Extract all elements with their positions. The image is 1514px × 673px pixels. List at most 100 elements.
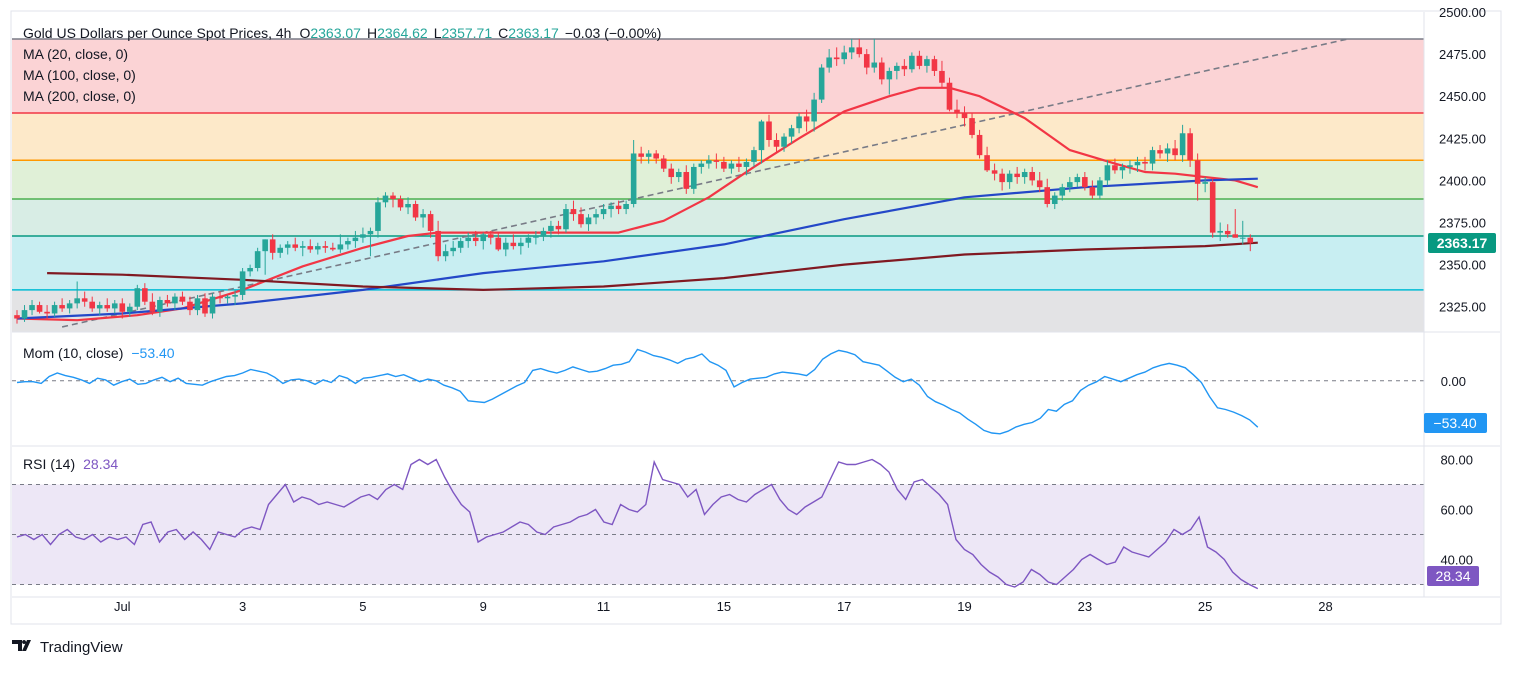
time-axis-tick: 23 [1078, 599, 1092, 614]
candle-body [728, 163, 735, 169]
candle-body [856, 47, 863, 55]
candle-body [307, 246, 314, 250]
fib-zone [12, 113, 1424, 161]
candle-body [1029, 172, 1035, 181]
candle-body [224, 296, 231, 299]
candle-body [879, 62, 885, 80]
candle-body [322, 246, 329, 248]
rsi-badge-label: 28.34 [1435, 568, 1470, 584]
candle-body [803, 116, 810, 122]
candle-body [217, 296, 223, 299]
candle-body [1224, 230, 1231, 235]
candle-body [788, 128, 795, 137]
candle-body [668, 168, 675, 178]
symbol-title: Gold US Dollars per Ounce Spot Prices, 4… [23, 25, 661, 41]
candle-body [675, 172, 682, 178]
candle-body [427, 214, 434, 231]
candle-body [766, 121, 772, 140]
candle-body [939, 70, 945, 83]
candle-body [570, 209, 577, 215]
candle-body [773, 140, 780, 147]
time-axis-tick: 9 [480, 599, 487, 614]
candle-body [202, 298, 208, 314]
candle-body [600, 209, 607, 215]
candle-body [1089, 187, 1096, 196]
candle-body [247, 268, 253, 272]
candle-body [269, 239, 276, 253]
candle-body [382, 195, 389, 203]
candle-body [645, 153, 652, 157]
candle-body [969, 118, 975, 135]
price-axis-tick: 2500.00 [1439, 5, 1486, 20]
candle-body [480, 234, 487, 242]
mom-badge [1424, 413, 1487, 433]
candle-body [450, 247, 456, 252]
time-axis-tick: 17 [837, 599, 851, 614]
tradingview-logo[interactable]: TradingView [12, 639, 123, 656]
candle-body [863, 54, 870, 68]
candle-body [954, 109, 960, 114]
candle-body [781, 136, 787, 147]
candle-body [578, 214, 584, 225]
candle-body [984, 155, 990, 171]
candle-body [660, 158, 667, 169]
candle-body [1074, 177, 1081, 183]
ohlc-label: C [498, 25, 508, 41]
candle-body [1239, 237, 1246, 239]
candle-body [81, 298, 88, 302]
rsi-line [16, 458, 1259, 590]
ohlc-label: O [299, 25, 310, 41]
candle-body [179, 296, 186, 302]
candle-body [1119, 166, 1126, 171]
mom-line [16, 348, 1259, 435]
candle-body [533, 236, 539, 238]
candle-body [833, 57, 840, 60]
candle-body [1044, 187, 1051, 204]
candle-body [44, 311, 50, 314]
candle-body [337, 244, 344, 250]
candle-body [1014, 173, 1020, 178]
candle-body [901, 65, 908, 70]
candle-body [525, 237, 532, 243]
candle-body [315, 246, 321, 250]
rsi-axis-tick: 80.00 [1440, 453, 1473, 468]
candle-body [397, 198, 404, 208]
ohlc-label: L [434, 25, 442, 41]
candle-body [713, 160, 720, 162]
candle-body [465, 237, 471, 242]
candle-body [375, 202, 381, 231]
candle-body [818, 67, 825, 100]
candle-body [1209, 182, 1216, 233]
time-axis-tick: Jul [114, 599, 131, 614]
candle-body [743, 161, 750, 167]
candle-body [239, 271, 246, 295]
candle-body [931, 59, 938, 71]
candle-body [886, 70, 893, 80]
candle-body [96, 305, 103, 309]
candle-body [1217, 230, 1223, 233]
candle-body [961, 113, 968, 119]
candle-body [29, 305, 35, 311]
candle-body [555, 225, 562, 230]
candle-body [751, 150, 757, 162]
candle-body [991, 170, 998, 174]
tradingview-logo-icon [12, 640, 31, 651]
ohlc-value: 2363.17 [508, 25, 559, 41]
mom-legend: Mom (10, close) −53.40 [23, 345, 175, 361]
candle-body [1051, 195, 1058, 204]
candle-body [811, 99, 817, 122]
ohlc-value: 2357.71 [442, 25, 493, 41]
candle-body [548, 225, 554, 231]
candle-body [623, 204, 629, 210]
price-axis-tick: 2425.00 [1439, 131, 1486, 146]
candle-body [976, 134, 983, 156]
candle-body [157, 300, 163, 312]
fib-zone [12, 198, 1424, 236]
price-axis-tick: 2400.00 [1439, 173, 1486, 188]
candle-body [518, 242, 524, 247]
time-axis-tick: 15 [717, 599, 731, 614]
candle-body [510, 242, 517, 247]
candle-body [841, 52, 847, 60]
